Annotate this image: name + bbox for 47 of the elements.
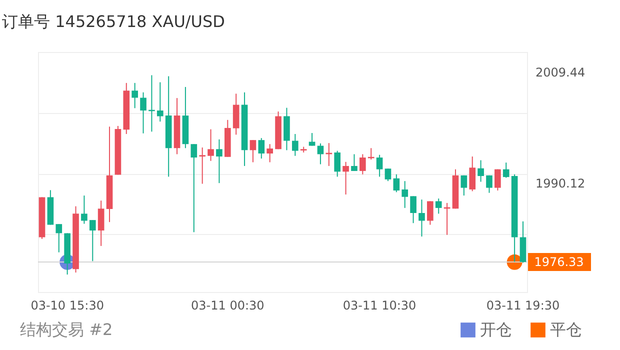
candlestick (266, 144, 274, 163)
candlestick (250, 140, 256, 163)
candlestick (81, 195, 88, 224)
candlestick (199, 146, 206, 184)
x-tick-label: 03-11 10:30 (342, 298, 416, 312)
x-tick-label: 03-10 15:30 (30, 298, 104, 312)
candlestick (317, 142, 324, 165)
candlestick (360, 154, 366, 175)
legend-label: 平仓 (550, 320, 582, 339)
candlestick (98, 200, 104, 246)
candlestick (208, 128, 214, 162)
chart-title: 订单号 145265718 XAU/USD (2, 12, 225, 31)
legend-label: 开仓 (480, 320, 512, 339)
candlestick (258, 138, 265, 160)
x-tick-label: 03-11 00:30 (191, 298, 264, 312)
candlestick (460, 174, 468, 196)
y-tick-label: 1990.12 (536, 176, 586, 190)
candlestick (156, 82, 164, 122)
y-tick-label: 2009.44 (536, 65, 586, 80)
candlestick (410, 196, 416, 224)
candlestick (384, 168, 392, 182)
candlestick (351, 154, 358, 172)
candlestick (478, 160, 484, 182)
candlestick (402, 180, 408, 208)
text: 结构交易 #2 (20, 320, 113, 339)
x-tick-label: 03-11 19:30 (486, 298, 560, 312)
candlestick (494, 168, 501, 191)
candlestick (292, 133, 298, 156)
candlestick (190, 144, 198, 233)
candlestick (502, 162, 510, 178)
candlestick (486, 174, 492, 194)
candlestick (216, 138, 222, 184)
candlestick (308, 132, 316, 146)
candlestick (89, 220, 96, 262)
candlestick (132, 82, 138, 109)
candlestick (376, 154, 383, 178)
ref-line-label: 1976.33 (534, 254, 584, 269)
candlestick (232, 93, 240, 136)
candlestick (435, 198, 442, 214)
candlestick (469, 156, 476, 192)
candlestick (393, 174, 400, 193)
candlestick (56, 224, 62, 253)
candlestick (334, 150, 341, 178)
candlestick (140, 92, 146, 134)
candlestick (418, 199, 425, 238)
candlestick (342, 161, 349, 196)
candlestick (427, 200, 434, 226)
